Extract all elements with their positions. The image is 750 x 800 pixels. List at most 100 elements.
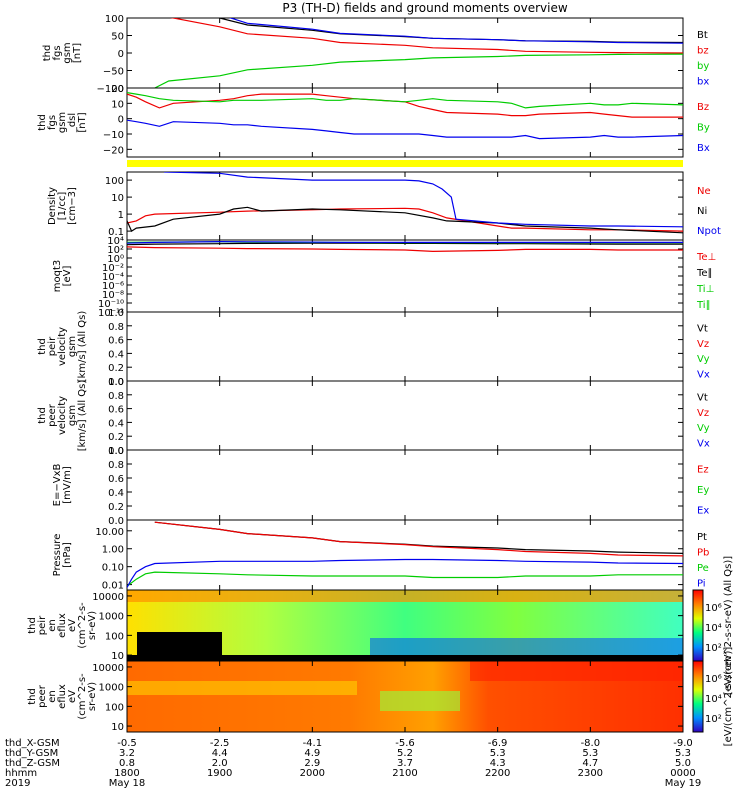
series-line-Te∥ [127, 242, 683, 246]
y-tick-label: 1.00 [102, 545, 124, 556]
legend-item: Ne [697, 186, 711, 197]
bottom-axis-value: -4.1 [303, 738, 323, 749]
y-axis-label: thdpeervelocitygsm[km/s] (All Qs) [37, 380, 88, 452]
y-tick-label: −20 [103, 145, 124, 156]
y-axis-label-line: (cm^2-s- [77, 602, 88, 649]
panel-7: 10.00 1.00 0.10 0.01 Pressure[nPa] Pt Pb Pe Pi [52, 519, 709, 592]
colorbar [692, 660, 704, 733]
y-axis-label-line: eV [67, 690, 78, 703]
colorbar-tick-label: 10⁶ [705, 603, 722, 614]
y-axis-label: thdfgsgsm[nT] [42, 42, 83, 63]
y-tick-label: 0.4 [108, 488, 124, 499]
y-axis-label-line: moqt3 [52, 260, 63, 293]
bottom-axis-value: -6.9 [488, 738, 508, 749]
y-tick-label: 0.8 [108, 391, 124, 402]
panel-frame [126, 519, 684, 591]
bottom-axis-value: 1800 [114, 768, 139, 779]
y-tick-label: 10⁻⁴ [102, 272, 124, 283]
y-tick-label: 0.8 [108, 460, 124, 471]
y-tick-label: 10² [107, 245, 124, 256]
y-axis-label: E=−VxB[mV/m] [52, 464, 73, 507]
y-axis-label-line: fgs [47, 115, 58, 130]
y-tick-label: 10⁻⁶ [102, 281, 124, 292]
legend-item: Bz [697, 102, 709, 113]
legend-item: Pi [697, 578, 706, 589]
legend-item: By [697, 123, 710, 134]
y-axis-label-line: Pressure [52, 534, 63, 577]
series-line-Pe [127, 571, 683, 587]
y-tick-label: 0.2 [108, 363, 124, 374]
legend-item: Ey [697, 485, 709, 496]
bottom-axis-value: 4.7 [582, 758, 598, 769]
bottom-axis-value: 0.8 [119, 758, 135, 769]
y-axis-label-line: [eV] [62, 266, 73, 287]
y-axis-label-line: peir [37, 615, 48, 635]
y-tick-label: 10 [111, 193, 124, 204]
page-title: P3 (TH-D) fields and ground moments over… [282, 1, 567, 15]
legend-item: Vz [697, 339, 709, 350]
y-tick-label: 10⁰ [107, 254, 124, 265]
y-tick-label: 1000 [99, 683, 124, 694]
bottom-axis-value: 2200 [485, 768, 510, 779]
y-axis-label-line: thd [37, 338, 48, 355]
panel-frame [126, 449, 684, 521]
bottom-axis-value: 4.3 [490, 758, 506, 769]
panel-6: 1.0 0.8 0.6 0.4 0.2 0.0 E=−VxB[mV/m] Ez Ey Ex [52, 446, 709, 527]
y-tick-label: 10⁻¹² [98, 308, 124, 319]
y-axis-label-line: gsm [57, 112, 68, 133]
y-axis-label-line: sr-eV) [87, 682, 98, 711]
y-axis-label-line: peer [47, 403, 58, 427]
legend-item: Vt [697, 393, 708, 404]
panel-frame [126, 380, 684, 451]
bottom-axis-value: 1900 [207, 768, 232, 779]
y-tick-label: 0 [118, 49, 124, 60]
y-tick-label: 1 [118, 210, 124, 221]
legend-item: Ex [697, 506, 709, 517]
bottom-axis-value: 5.3 [490, 748, 506, 759]
y-axis-label-line: sr-eV) [87, 611, 98, 640]
bottom-axis-value: 4.9 [304, 748, 320, 759]
y-tick-label: 0.1 [108, 227, 124, 238]
legend-item: Ni [697, 206, 707, 217]
y-tick-label: 0.10 [102, 563, 124, 574]
y-tick-label: 0.2 [108, 432, 124, 443]
bottom-axis-value: -2.5 [210, 738, 230, 749]
colorbar-tick-label: 10² [705, 714, 722, 725]
y-tick-label: 0.0 [108, 377, 124, 388]
legend-item: bz [697, 45, 709, 56]
y-axis-label-line: thd [37, 407, 48, 424]
y-axis-label-line: eflux [57, 613, 68, 638]
y-axis-label-line: [km/s] (All Qs) [77, 311, 88, 383]
y-axis-label-line: en [47, 619, 58, 632]
y-tick-label: 100 [105, 702, 124, 713]
y-tick-label: 10⁻⁸ [102, 290, 124, 301]
y-axis-label-line: eflux [57, 684, 68, 709]
y-axis-label-line: _dsl [67, 113, 78, 133]
y-axis-label-line: Density [47, 187, 58, 225]
y-tick-label: 0.0 [108, 516, 124, 527]
y-axis-label-line: [nPa] [62, 542, 73, 568]
y-axis-label: thdfgsgsm_dsl[nT] [37, 112, 88, 133]
legend-item: Vx [697, 438, 710, 449]
bottom-axis-value: May 18 [109, 778, 146, 789]
y-tick-label: −100 [97, 84, 124, 95]
y-axis-label-line: velocity [57, 396, 68, 435]
legend-item: Ti⊥ [696, 284, 714, 295]
legend-item: by [697, 61, 709, 72]
bottom-axis-row-label: thd_Y-GSM [5, 748, 58, 759]
bottom-axis-value: 2300 [578, 768, 603, 779]
bottom-axis-value: 3.2 [119, 748, 135, 759]
bottom-axis-value: 2000 [300, 768, 325, 779]
y-axis-label-line: [mV/m] [62, 466, 73, 504]
y-axis-label-line: fgs [52, 45, 63, 60]
bottom-axis-row-label: 2019 [5, 778, 30, 789]
bottom-axis-value: 5.2 [397, 748, 413, 759]
bottom-axis-value: 2100 [392, 768, 417, 779]
legend-item: Bt [697, 30, 708, 41]
y-tick-label: 1000 [99, 612, 124, 623]
y-tick-label: 20 [111, 84, 124, 95]
legend-item: bx [697, 76, 709, 87]
legend-item: Ti∥ [696, 300, 711, 311]
y-axis-label: thdpeerenefluxeV(cm^2-s-sr-eV) [27, 673, 98, 720]
